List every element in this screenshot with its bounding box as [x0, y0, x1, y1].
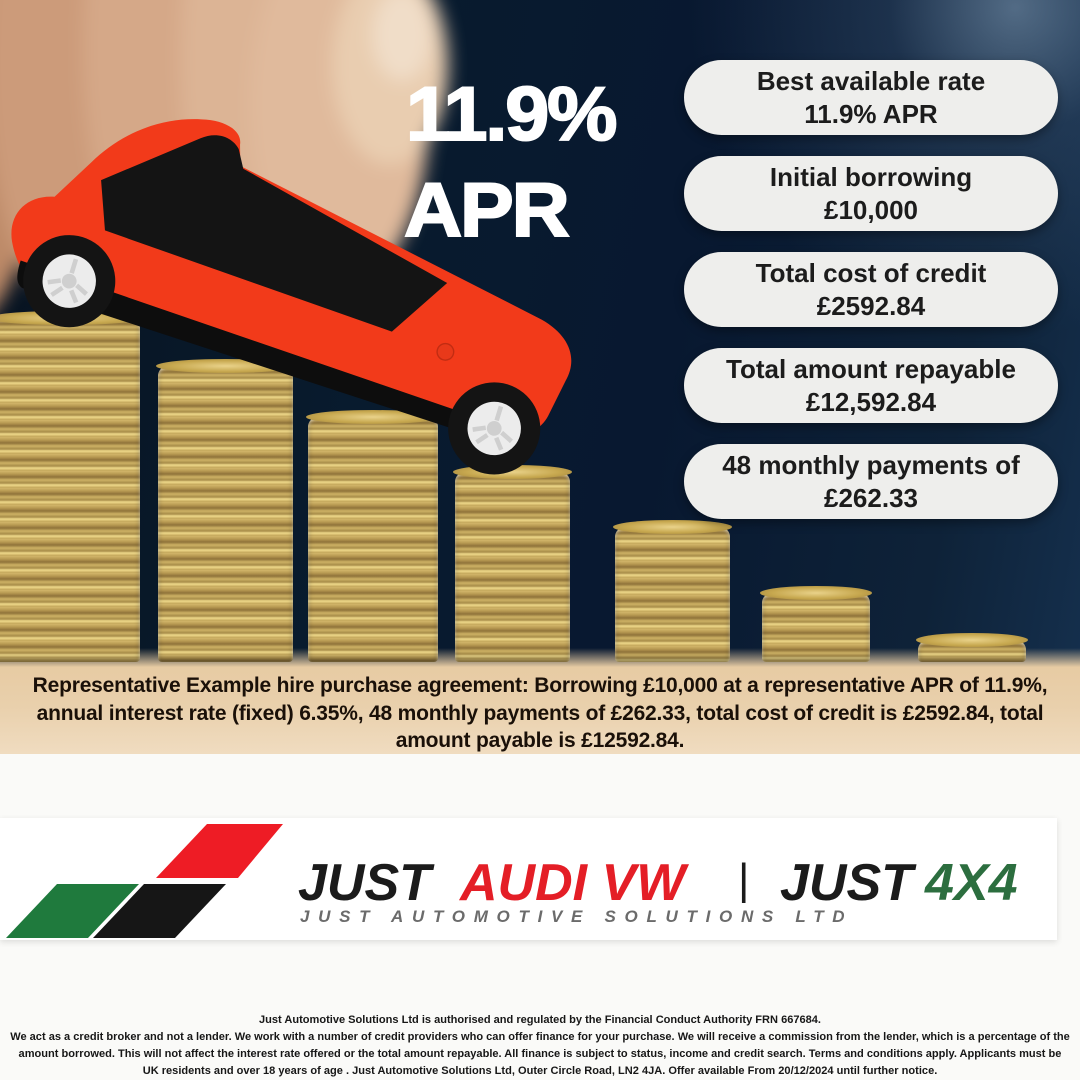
svg-text:|: |	[738, 855, 749, 904]
svg-text:AUDI VW: AUDI VW	[458, 854, 689, 912]
svg-text:JUST: JUST	[298, 854, 435, 912]
svg-text:4X4: 4X4	[924, 854, 1018, 912]
svg-text:JUST AUTOMOTIVE SOLUTIONS LTD: JUST AUTOMOTIVE SOLUTIONS LTD	[300, 907, 853, 926]
svg-text:JUST: JUST	[780, 854, 917, 912]
